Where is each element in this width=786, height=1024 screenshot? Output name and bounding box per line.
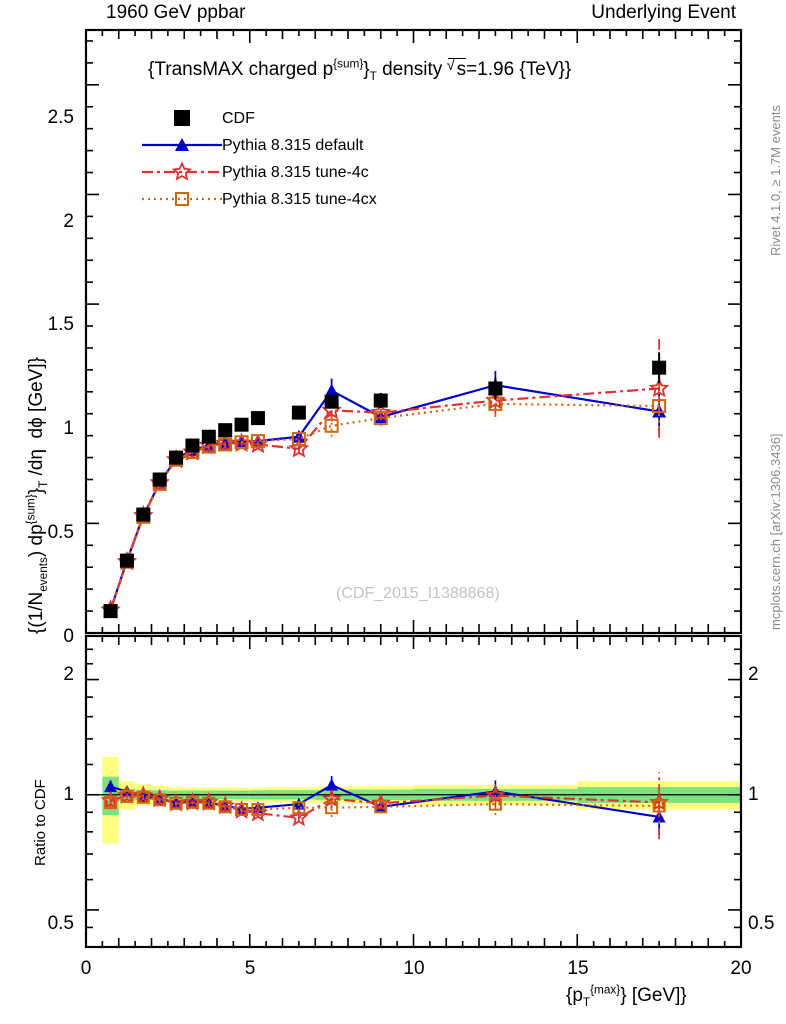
ytick-ratio-0.5: 0.5 (47, 913, 74, 934)
header-left: 1960 GeV ppbar (106, 2, 246, 23)
marker-square-filled (234, 417, 249, 432)
main-panel-frame (84, 28, 743, 635)
marker-square-filled (373, 393, 388, 408)
marker-square-filled (652, 360, 667, 375)
ytick-main-1: 1 (63, 418, 74, 439)
marker-square-filled (174, 110, 190, 126)
ytick-main-1.5: 1.5 (47, 314, 74, 335)
header-right: Underlying Event (591, 2, 736, 23)
xtick-15: 15 (567, 958, 589, 979)
legend (142, 110, 222, 206)
marker-square-open (250, 434, 265, 449)
xtick-0: 0 (80, 958, 92, 979)
marker-triangle-filled (292, 797, 306, 810)
marker-star-open (288, 438, 310, 458)
marker-square-filled (119, 553, 134, 568)
marker-square-open (104, 795, 118, 809)
marker-triangle-filled (325, 778, 339, 791)
marker-square-open (169, 796, 183, 810)
marker-square-filled (250, 411, 265, 426)
marker-square-open (291, 431, 306, 446)
marker-square-open (652, 399, 667, 414)
marker-square-open (373, 411, 388, 426)
series-cdf (103, 352, 667, 619)
ratio-series-pythia-8-315-tune-4cx (104, 789, 666, 823)
legend-label-tune4cx: Pythia 8.315 tune-4cx (222, 191, 377, 208)
marker-square-filled (218, 423, 233, 438)
legend-label-cdf: CDF (222, 110, 255, 127)
marker-square-open (292, 801, 306, 815)
ytick-ratio-right-1: 1 (748, 784, 759, 805)
marker-square-filled (324, 394, 339, 409)
marker-square-open (218, 800, 232, 814)
marker-square-open (185, 795, 199, 809)
marker-square-filled (152, 472, 167, 487)
marker-square-open (136, 790, 150, 804)
marker-triangle-filled (104, 780, 118, 793)
marker-star-open (648, 377, 670, 398)
marker-square-filled (185, 438, 200, 453)
ytick-main-0.5: 0.5 (47, 522, 74, 543)
marker-square-open (202, 796, 216, 810)
marker-square-filled (136, 507, 151, 522)
series-pythia-8-315-default (103, 370, 667, 616)
ytick-main-2: 2 (63, 211, 74, 232)
marker-square-open (374, 800, 388, 814)
ratio-panel-frame (84, 634, 743, 949)
marker-triangle-filled (324, 383, 339, 397)
marker-square-open (324, 418, 339, 433)
ytick-ratio-1: 1 (63, 784, 74, 805)
plot-title: {TransMAX charged p{sum}}T density √ s =… (148, 57, 572, 83)
marker-square-filled (488, 381, 503, 396)
ytick-main-0: 0 (63, 626, 74, 647)
ytick-ratio-2: 2 (63, 664, 74, 685)
marker-square-filled (169, 450, 184, 465)
marker-star-open (370, 401, 391, 422)
marker-square-open (235, 803, 249, 817)
ytick-ratio-right-0.5: 0.5 (748, 913, 775, 934)
marker-square-filled (201, 429, 216, 444)
marker-square-open (325, 801, 339, 815)
marker-square-open (120, 789, 134, 803)
marker-square-open (218, 437, 233, 452)
marker-star-open (288, 807, 309, 827)
xtick-10: 10 (403, 958, 425, 979)
x-axis-title: {pT{max}} [GeV]} (566, 983, 687, 1009)
ytick-ratio-right-2: 2 (748, 664, 759, 685)
series-line (109, 402, 660, 612)
xtick-20: 20 (730, 958, 752, 979)
marker-square-filled (103, 604, 118, 619)
series-line (109, 387, 660, 611)
series-pythia-8-315-tune-4c (100, 339, 670, 619)
marker-square-filled (291, 405, 306, 420)
xtick-5: 5 (244, 958, 256, 979)
marker-square-open (175, 192, 189, 206)
marker-square-open (234, 435, 249, 450)
marker-square-open (488, 797, 502, 811)
ytick-main-2.5: 2.5 (47, 107, 74, 128)
marker-square-open (251, 803, 265, 817)
marker-star-open (171, 161, 193, 181)
marker-square-open (652, 799, 666, 813)
marker-square-open (153, 793, 167, 807)
legend-label-tune4c: Pythia 8.315 tune-4c (222, 164, 369, 181)
marker-triangle-filled (175, 138, 189, 151)
dataset-watermark: (CDF_2015_I1388868) (336, 585, 500, 602)
legend-label-default: Pythia 8.315 default (222, 137, 364, 154)
